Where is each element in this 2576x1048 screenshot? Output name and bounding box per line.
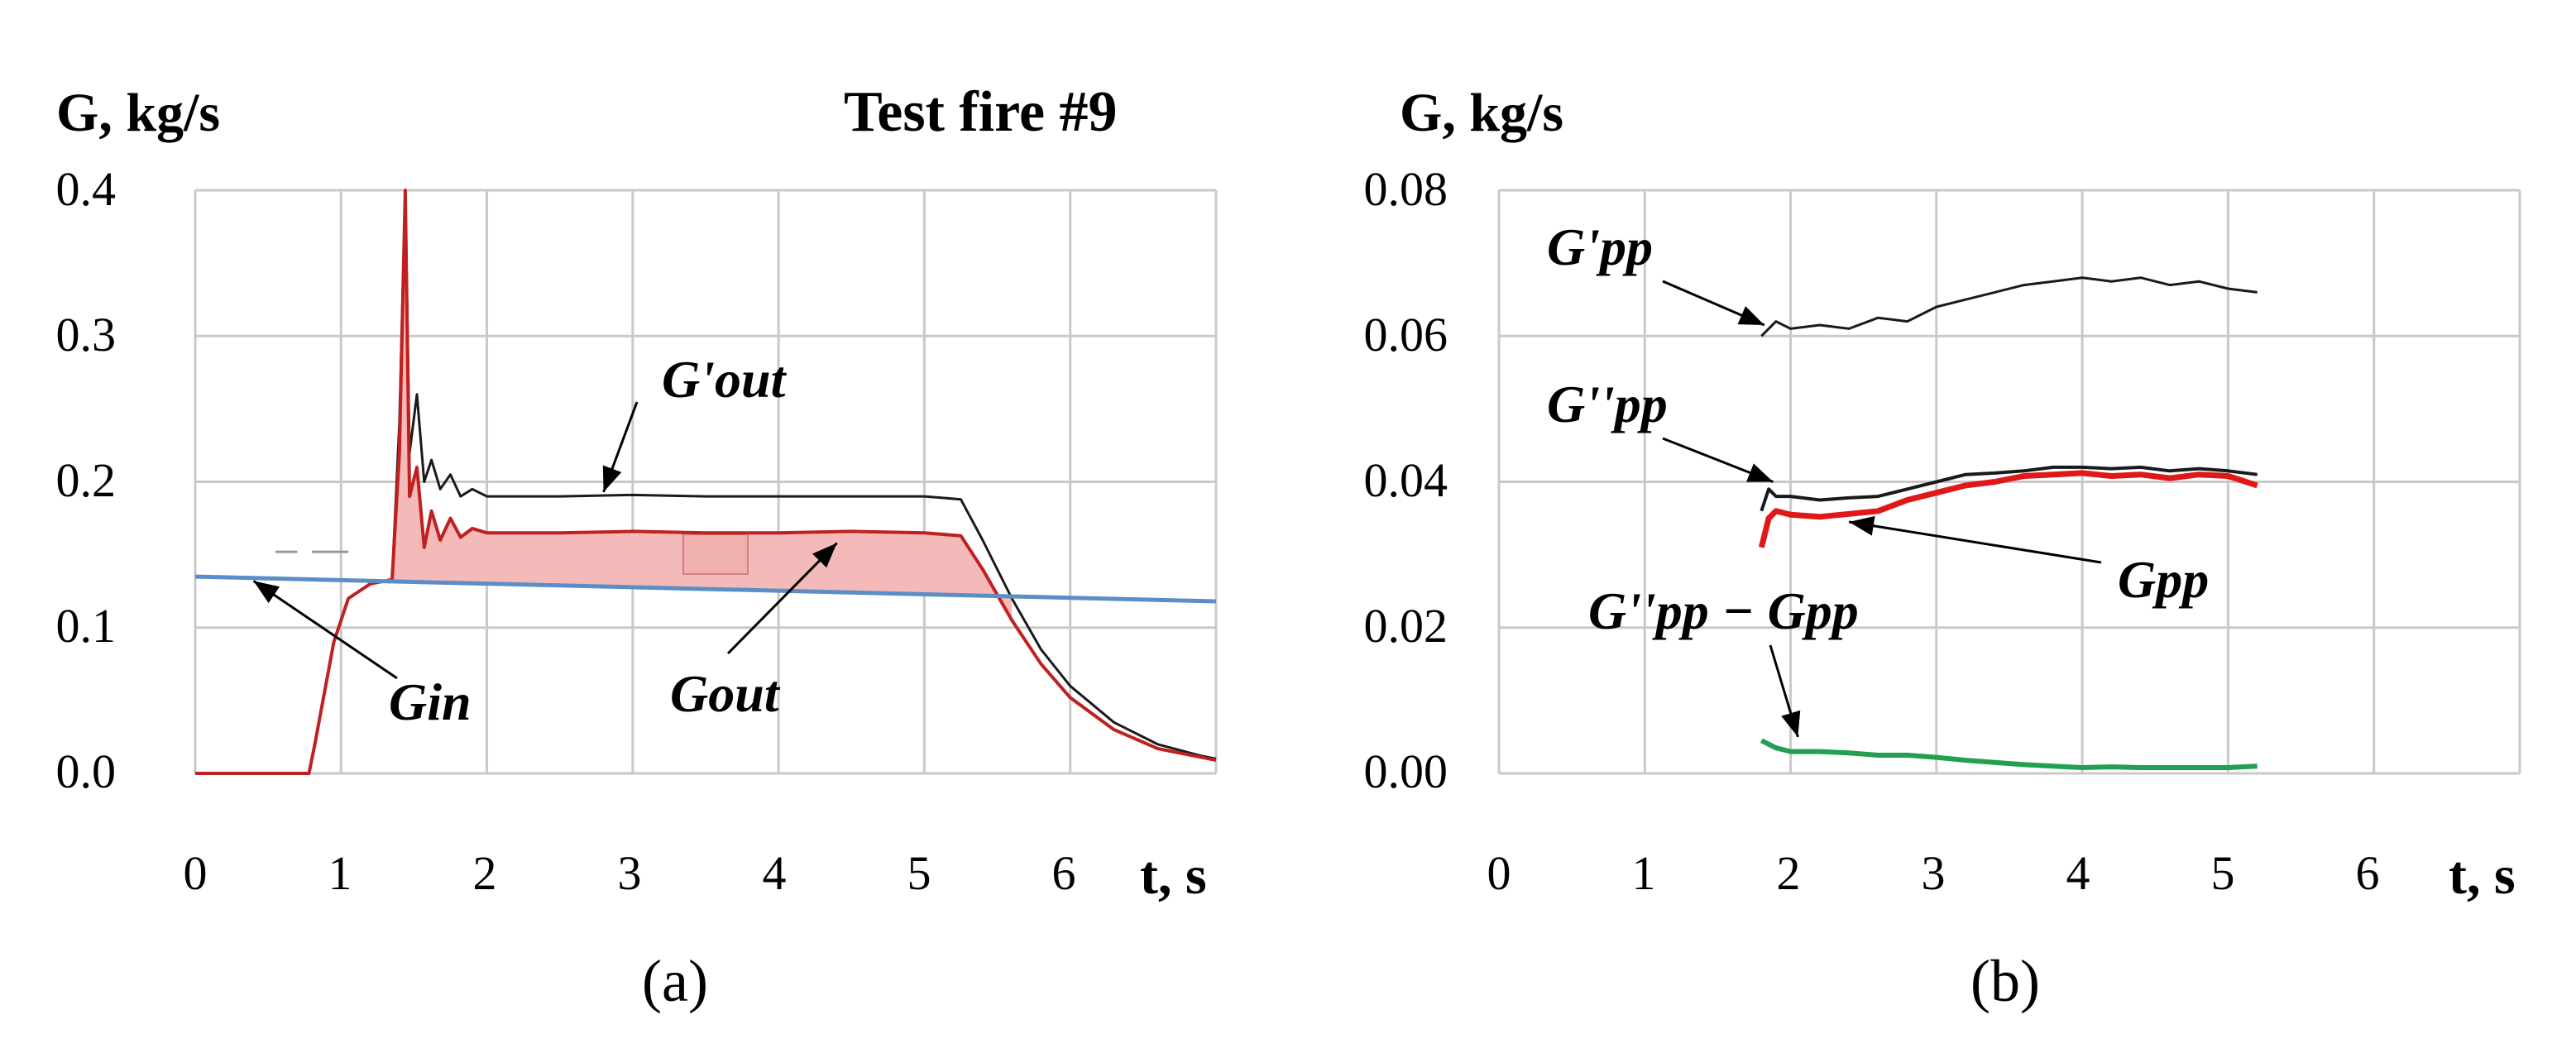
a-arrows [252, 401, 838, 680]
b-ytick: 0.00 [1364, 744, 1448, 798]
a-arrow-gin-line [252, 580, 398, 680]
b-annotation-gpp-dprime: G''pp [1547, 375, 1668, 433]
b-arrows [1662, 280, 2102, 738]
b-arrow-gpp-head [1849, 515, 1875, 536]
b-ytick: 0.02 [1364, 599, 1448, 653]
b-series-line [1758, 470, 2258, 548]
a-ytick: 0.0 [56, 744, 117, 798]
a-annotation-gout: Gout [670, 664, 781, 723]
a-arrow-gin-head [253, 581, 280, 604]
b-ytick: 0.08 [1364, 162, 1448, 216]
a-arrow-gout-head [812, 543, 837, 568]
b-arrow-gpp-dprime-head [1746, 463, 1774, 482]
b-xtick: 1 [1632, 846, 1656, 900]
b-arrow-gpp-prime-head [1737, 306, 1764, 326]
a-grid [194, 189, 1218, 775]
panel-a: 0.4 0.3 0.2 0.1 0.0 0 1 2 3 4 5 6 G, kg/… [56, 80, 1218, 1014]
a-annotation-gin: Gin [389, 672, 472, 731]
b-arrow-diff-head [1781, 710, 1801, 737]
b-series-line [1760, 276, 2258, 337]
a-arrow-gout-line [726, 542, 838, 655]
b-xtick: 5 [2211, 846, 2235, 900]
b-subtitle: (b) [1970, 948, 2040, 1014]
a-annotation-gout-prime: G'out [662, 350, 788, 409]
a-series [194, 189, 1217, 775]
b-xtick: 4 [2066, 846, 2090, 900]
b-ytick: 0.06 [1364, 308, 1448, 361]
a-ytick: 0.3 [56, 308, 117, 361]
a-ytick: 0.4 [56, 162, 117, 216]
a-xtick: 1 [328, 846, 352, 900]
b-series [1758, 276, 2258, 770]
a-xtick: 4 [763, 846, 787, 900]
a-dashed-box [682, 534, 749, 575]
a-xtick: 2 [473, 846, 497, 900]
a-xlabel: t, s [1140, 845, 1207, 906]
b-annotation-gpp-prime: G'pp [1547, 218, 1653, 276]
b-xlabel: t, s [2449, 845, 2516, 906]
b-xtick: 0 [1487, 846, 1511, 900]
a-xtick: 5 [907, 846, 931, 900]
b-ytick: 0.04 [1364, 453, 1448, 507]
a-arrow-gout-prime-head [602, 465, 622, 492]
b-series-line [1760, 465, 2258, 512]
a-ytick: 0.1 [56, 599, 117, 653]
b-series-line [1760, 738, 2258, 770]
a-ylabel: G, kg/s [56, 83, 220, 143]
b-annotation-gpp: Gpp [2118, 550, 2209, 609]
a-xtick: 0 [184, 846, 208, 900]
b-xtick: 3 [1922, 846, 1946, 900]
a-xtick: 3 [618, 846, 642, 900]
b-xtick: 6 [2356, 846, 2380, 900]
b-xtick: 2 [1777, 846, 1801, 900]
a-subtitle: (a) [642, 948, 708, 1014]
a-xtick: 6 [1052, 846, 1076, 900]
b-annotation-diff: G''pp − Gpp [1588, 581, 1859, 640]
b-ylabel: G, kg/s [1400, 83, 1563, 143]
a-ytick: 0.2 [56, 453, 117, 507]
panel-b: 0.08 0.06 0.04 0.02 0.00 0 1 2 3 4 5 6 G… [1364, 83, 2521, 1014]
b-arrow-gpp-line [1848, 520, 2102, 564]
a-series-line [194, 574, 1217, 604]
chart-title: Test fire #9 [844, 80, 1118, 144]
